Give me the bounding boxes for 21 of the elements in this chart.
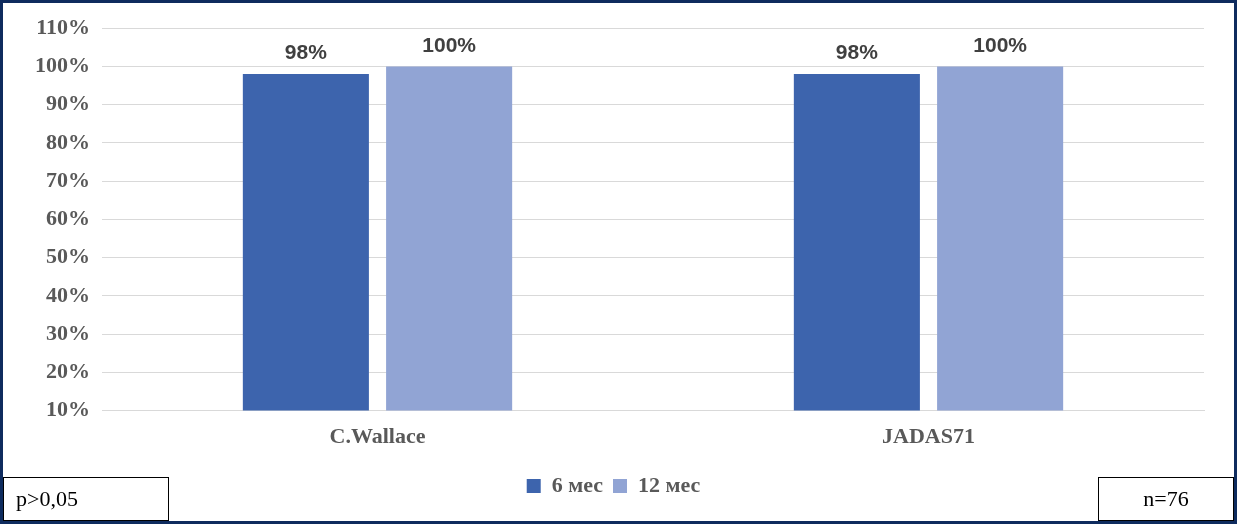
data-label: 100% [422,32,477,56]
legend-label: 12 мес [638,471,701,497]
y-tick-label: 10% [46,396,90,422]
y-tick-label: 40% [46,281,90,307]
text: p>0,05 [3,477,169,521]
y-tick-label: 70% [46,166,90,192]
y-tick-label: 30% [46,319,90,345]
legend-label: 6 мес [551,471,604,497]
data-label: 100% [973,32,1028,56]
y-tick-label: 80% [46,128,90,154]
y-tick-label: 110% [36,13,90,39]
x-tick-label: JADAS71 [882,423,975,449]
data-label: 98% [284,40,328,64]
y-tick-label: 50% [46,243,90,269]
x-tick-label: C.Wallace [329,423,426,449]
y-tick-label: 90% [46,90,90,116]
y-tick-label: 100% [35,52,90,78]
y-tick-label: 20% [46,358,90,384]
data-label: 98% [835,40,879,64]
text: n=76 [1098,477,1234,521]
y-tick-label: 60% [46,205,90,231]
